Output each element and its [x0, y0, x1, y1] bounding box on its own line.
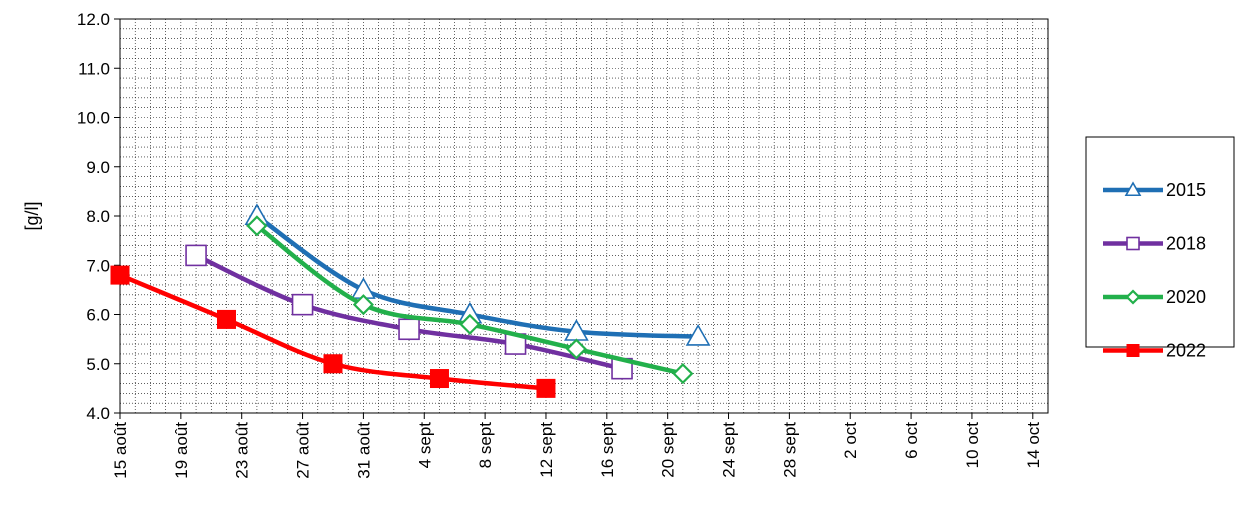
x-tick-label: 19 août [172, 422, 191, 479]
x-tick-label: 24 sept [720, 422, 739, 478]
data-point-2018 [185, 244, 207, 267]
x-tick-label: 14 oct [1024, 422, 1043, 469]
x-tick-label: 23 août [233, 422, 252, 479]
x-tick-label: 6 oct [902, 422, 921, 459]
y-tick-label: 5.0 [86, 355, 110, 374]
data-point-2020 [565, 338, 587, 360]
data-point-2022 [536, 378, 556, 398]
x-tick-label: 31 août [354, 422, 373, 479]
series-layer [110, 203, 711, 398]
x-tick-label: 27 août [294, 422, 313, 479]
data-point-2015 [685, 324, 711, 346]
y-tick-label: 9.0 [86, 158, 110, 177]
y-tick-label: 6.0 [86, 306, 110, 325]
series-line-2018 [193, 253, 625, 371]
x-tick-label: 20 sept [659, 422, 678, 478]
y-tick-label: 12.0 [77, 10, 110, 29]
x-tick-label: 10 oct [963, 422, 982, 469]
series-2020 [246, 215, 694, 385]
data-point-2022 [110, 265, 130, 285]
data-point-2018 [291, 293, 314, 316]
data-point-2018 [398, 318, 420, 341]
legend-marker [1124, 181, 1142, 197]
data-point-2020 [352, 294, 374, 316]
x-tick-label: 4 sept [415, 422, 434, 469]
y-tick-label: 11.0 [78, 59, 110, 78]
legend-label: 2018 [1166, 234, 1206, 254]
legend-label: 2022 [1166, 341, 1206, 361]
y-tick-label: 7.0 [86, 256, 110, 275]
data-point-2022 [429, 369, 449, 389]
data-point-2020 [246, 215, 268, 237]
legend-label: 2015 [1166, 180, 1206, 200]
series-line-2020 [254, 223, 686, 376]
data-point-2020 [672, 363, 694, 385]
data-point-2020 [459, 313, 481, 335]
series-2018 [185, 244, 633, 380]
x-tick-label: 15 août [111, 422, 130, 479]
x-tick-label: 8 sept [476, 422, 495, 469]
axes: 4.0 5.0 6.0 7.0 8.0 9.0 10.0 11.0 12.0 15 août 19 … [77, 10, 1043, 479]
legend-marker [1125, 289, 1141, 305]
legend-marker [1126, 236, 1140, 251]
legend: 2015 2018 2020 2022 [1085, 136, 1235, 361]
x-tick-label: 28 sept [780, 422, 799, 478]
legend-item-2020: 2020 [1103, 287, 1206, 307]
series-2022 [110, 265, 556, 398]
legend-item-2022: 2022 [1103, 341, 1206, 361]
x-tick-label: 16 sept [598, 422, 617, 478]
y-tick-label: 4.0 [86, 404, 110, 423]
legend-item-2018: 2018 [1103, 234, 1206, 254]
legend-item-2015: 2015 [1103, 180, 1206, 200]
y-tick-label: 8.0 [86, 207, 110, 226]
legend-label: 2020 [1166, 287, 1206, 307]
y-tick-label: 10.0 [77, 109, 110, 128]
data-point-2022 [323, 354, 343, 374]
legend-marker [1126, 344, 1140, 357]
x-tick-label: 12 sept [537, 422, 556, 478]
x-tick-label: 2 oct [841, 422, 860, 459]
y-axis-title: [g/l] [22, 201, 42, 230]
data-point-2022 [216, 309, 236, 329]
